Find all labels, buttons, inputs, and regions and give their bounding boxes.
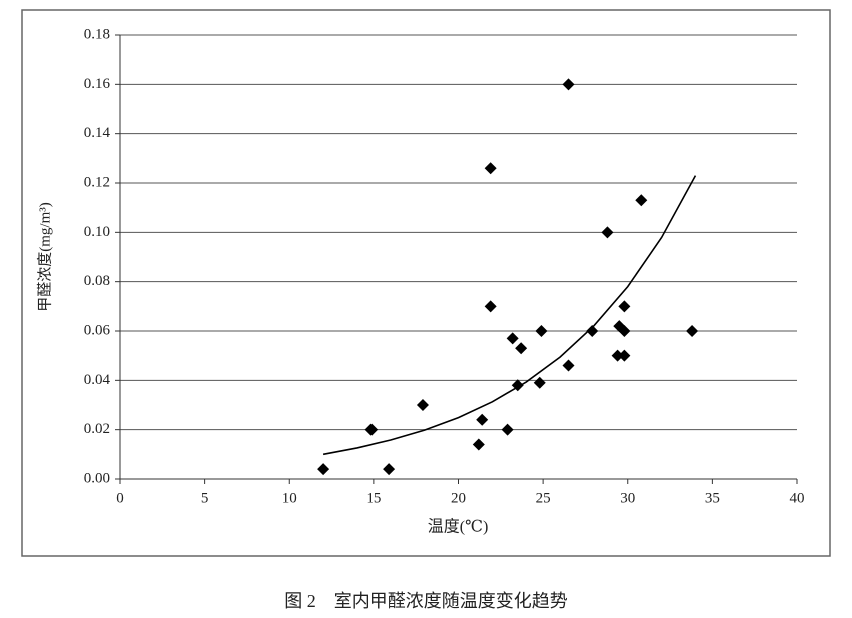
scatter-point	[515, 342, 528, 355]
y-tick-label: 0.10	[84, 224, 110, 240]
scatter-point	[686, 325, 699, 337]
caption: 图 2 室内甲醛浓度随温度变化趋势	[284, 591, 568, 611]
y-tick-label: 0.08	[84, 273, 110, 289]
y-tick-label: 0.06	[84, 322, 111, 338]
x-tick-label: 5	[201, 490, 209, 506]
y-tick-label: 0.02	[84, 421, 110, 437]
trend-line	[322, 175, 697, 456]
scatter-point	[416, 399, 429, 411]
scatter-point	[501, 423, 514, 436]
scatter-point	[618, 325, 631, 337]
x-axis-label: 温度(℃)	[428, 518, 489, 536]
scatter-point	[506, 332, 519, 345]
x-tick-label: 40	[790, 490, 805, 506]
x-tick-label: 30	[620, 490, 635, 506]
scatter-point	[601, 226, 614, 239]
x-tick-label: 35	[705, 490, 720, 506]
x-tick-label: 20	[451, 490, 466, 506]
y-tick-label: 0.14	[84, 125, 111, 141]
scatter-point	[484, 300, 497, 313]
scatter-point	[535, 325, 548, 337]
x-tick-label: 10	[282, 490, 297, 506]
y-axis-label: 甲醛浓度(mg/m³)	[36, 202, 53, 312]
x-tick-label: 15	[366, 490, 381, 506]
y-tick-label: 0.00	[84, 470, 110, 486]
x-tick-label: 25	[536, 490, 551, 506]
scatter-point	[484, 162, 497, 175]
scatter-point	[533, 376, 546, 389]
y-tick-label: 0.18	[84, 26, 110, 42]
scatter-point	[618, 349, 631, 362]
x-tick-label: 0	[116, 490, 124, 506]
y-tick-label: 0.04	[84, 372, 111, 388]
scatter-point	[562, 359, 575, 372]
chart-frame	[21, 9, 831, 557]
scatter-point	[586, 325, 599, 337]
scatter-point	[383, 463, 396, 476]
scatter-point	[611, 349, 624, 362]
scatter-point	[366, 423, 379, 436]
scatter-point	[635, 194, 648, 207]
scatter-point	[472, 438, 485, 451]
scatter-point	[476, 413, 489, 426]
scatter-point	[317, 463, 330, 476]
scatter-point	[562, 78, 575, 91]
y-tick-label: 0.12	[84, 174, 110, 190]
y-tick-label: 0.16	[84, 76, 111, 92]
scatter-point	[618, 300, 631, 313]
